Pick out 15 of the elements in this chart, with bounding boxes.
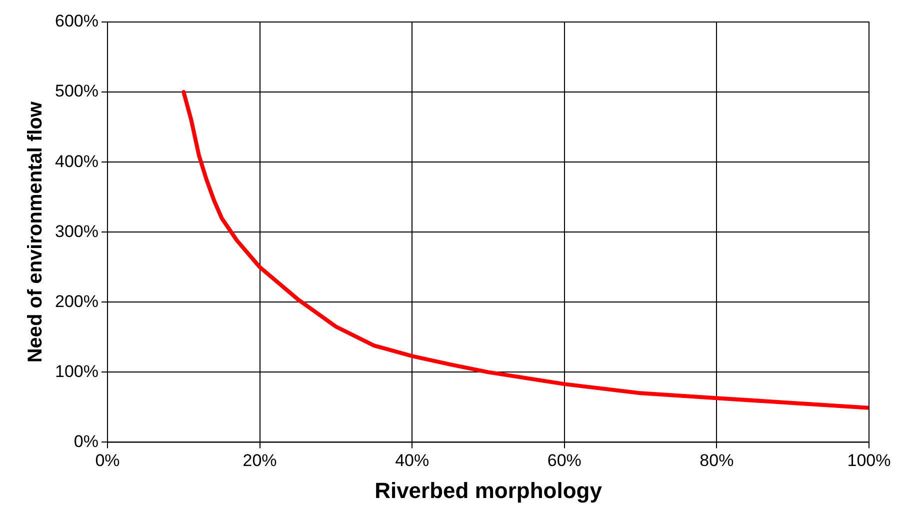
x-tick-label: 80% [700,451,734,470]
y-tick-label: 100% [54,362,98,381]
x-tick-label: 100% [847,451,891,470]
y-tick-label: 500% [54,82,98,101]
y-tick-label: 600% [54,12,98,31]
x-tick-label: 20% [242,451,277,470]
x-axis-title: Riverbed morphology [374,478,603,503]
x-tick-label: 0% [95,451,120,470]
x-tick-label: 40% [395,451,430,470]
y-tick-label: 0% [74,432,98,451]
y-tick-label: 400% [54,152,98,171]
y-axis-title: Need of environmental flow [24,101,47,363]
x-tick-label: 60% [547,451,582,470]
y-tick-label: 300% [54,222,98,241]
y-tick-label: 200% [54,292,98,311]
